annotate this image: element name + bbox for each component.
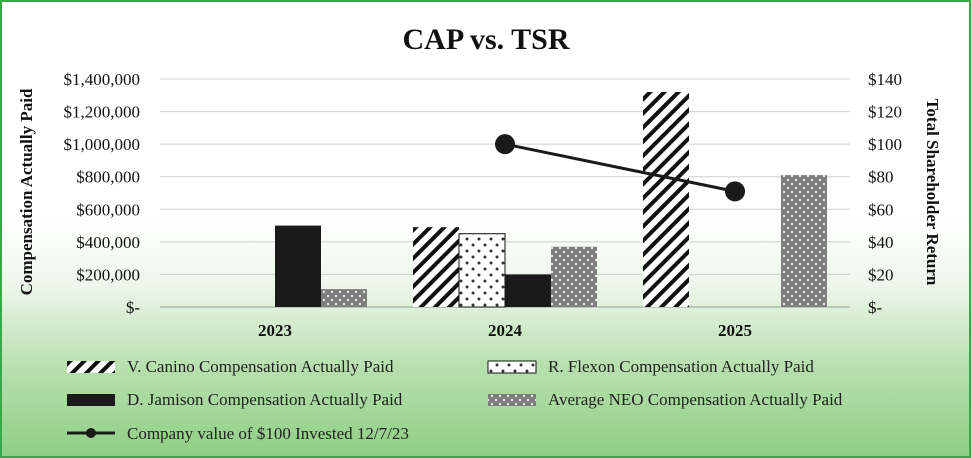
tsr-line [495, 134, 745, 202]
bar-gray-dots-2023 [321, 289, 367, 307]
left-tick-label: $800,000 [76, 168, 140, 187]
bar-gray-dots-2024 [551, 246, 597, 307]
bar-solid-2023 [275, 225, 321, 307]
right-tick-label: $120 [868, 103, 902, 122]
left-tick-label: $600,000 [76, 200, 140, 219]
legend-swatch-canino [67, 361, 115, 373]
bar-diagonal-2025 [643, 92, 689, 308]
right-tick-label: $20 [868, 265, 894, 284]
left-tick-label: $1,400,000 [64, 70, 141, 89]
bar-gray-dots-2025 [781, 175, 827, 307]
left-tick-label: $1,200,000 [64, 103, 141, 122]
legend-swatch-tsr-marker [86, 428, 96, 438]
legend-item-tsr: Company value of $100 Invested 12/7/23 [67, 424, 409, 443]
left-tick-label: $200,000 [76, 265, 140, 284]
tsr-line-segment [504, 142, 736, 193]
legend-label-canino: V. Canino Compensation Actually Paid [127, 357, 394, 376]
x-category-label: 2023 [258, 321, 292, 340]
x-axis-categories: 2023 2024 2025 [258, 321, 752, 340]
right-tick-label: $- [868, 298, 883, 317]
chart-title: CAP vs. TSR [403, 23, 570, 56]
bar-diagonal-2024 [413, 227, 459, 307]
left-tick-label: $1,000,000 [64, 135, 141, 154]
left-axis-title: Compensation Actually Paid [17, 88, 36, 295]
legend-item-flexon: R. Flexon Compensation Actually Paid [487, 357, 814, 376]
bars [275, 92, 827, 308]
right-tick-label: $80 [868, 168, 894, 187]
legend-label-jamison: D. Jamison Compensation Actually Paid [127, 390, 403, 409]
right-tick-label: $60 [868, 200, 894, 219]
legend-swatch-flexon [487, 360, 537, 374]
right-tick-label: $100 [868, 135, 902, 154]
legend-item-jamison: D. Jamison Compensation Actually Paid [67, 390, 403, 409]
bar-dots-2024 [458, 233, 506, 308]
right-tick-label: $140 [868, 70, 902, 89]
x-category-label: 2024 [488, 321, 523, 340]
legend-label-flexon: R. Flexon Compensation Actually Paid [548, 357, 814, 376]
left-tick-label: $400,000 [76, 233, 140, 252]
left-axis-ticks: $- $200,000 $400,000 $600,000 $800,000 $1,000… [64, 70, 141, 317]
left-tick-label: $- [126, 298, 141, 317]
legend-swatch-average-neo [488, 394, 536, 406]
tsr-point [725, 181, 745, 202]
legend-swatch-jamison [67, 394, 115, 406]
bar-solid-2024 [505, 274, 551, 307]
legend-item-canino: V. Canino Compensation Actually Paid [67, 357, 394, 376]
legend-item-average-neo: Average NEO Compensation Actually Paid [488, 390, 843, 409]
x-category-label: 2025 [718, 321, 752, 340]
legend: V. Canino Compensation Actually Paid R. … [67, 357, 843, 443]
right-tick-label: $40 [868, 233, 894, 252]
right-axis-title: Total Shareholder Return [923, 99, 942, 286]
right-axis-ticks: $- $20 $40 $60 $80 $100 $120 $140 [868, 70, 902, 317]
legend-label-tsr: Company value of $100 Invested 12/7/23 [127, 424, 409, 443]
legend-label-average-neo: Average NEO Compensation Actually Paid [548, 390, 843, 409]
tsr-point [495, 134, 515, 155]
